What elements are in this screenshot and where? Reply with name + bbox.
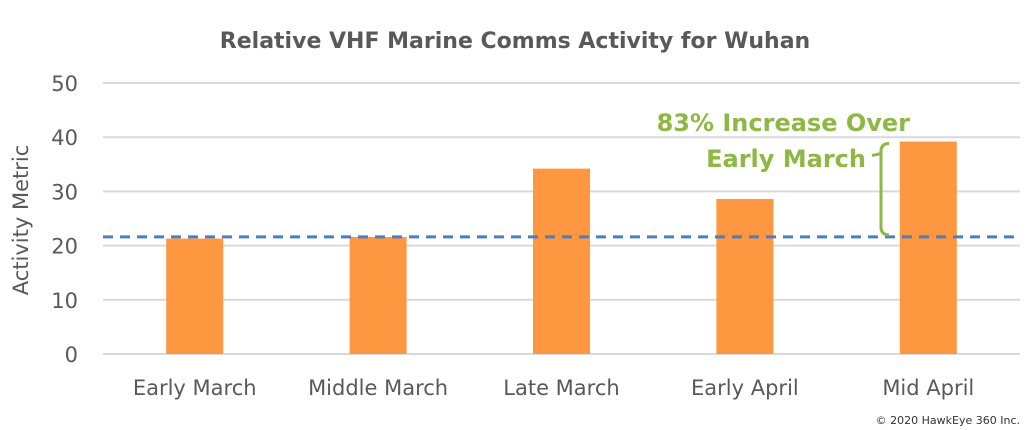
bar bbox=[899, 141, 957, 354]
bar bbox=[349, 236, 407, 354]
x-tick-label: Early April bbox=[691, 376, 799, 400]
copyright: © 2020 HawkEye 360 Inc. bbox=[876, 414, 1020, 427]
y-tick-label: 30 bbox=[51, 180, 78, 204]
x-tick-label: Middle March bbox=[308, 376, 448, 400]
y-tick-label: 10 bbox=[51, 289, 78, 313]
chart-title: Relative VHF Marine Comms Activity for W… bbox=[220, 29, 810, 54]
y-tick-label: 20 bbox=[51, 235, 78, 259]
x-tick-label: Mid April bbox=[882, 376, 974, 400]
bar bbox=[716, 198, 774, 354]
annotation-line-1: 83% Increase Over bbox=[657, 109, 911, 137]
bar bbox=[533, 168, 590, 354]
x-tick-label: Early March bbox=[133, 376, 257, 400]
annotation-bracket bbox=[871, 142, 890, 237]
annotation-line-2: Early March bbox=[706, 145, 866, 173]
y-axis-label: Activity Metric bbox=[9, 145, 33, 296]
x-tick-label: Late March bbox=[503, 376, 619, 400]
bar bbox=[166, 238, 224, 354]
y-tick-label: 0 bbox=[65, 343, 78, 367]
y-tick-label: 40 bbox=[51, 126, 78, 150]
y-tick-label: 50 bbox=[51, 72, 78, 96]
